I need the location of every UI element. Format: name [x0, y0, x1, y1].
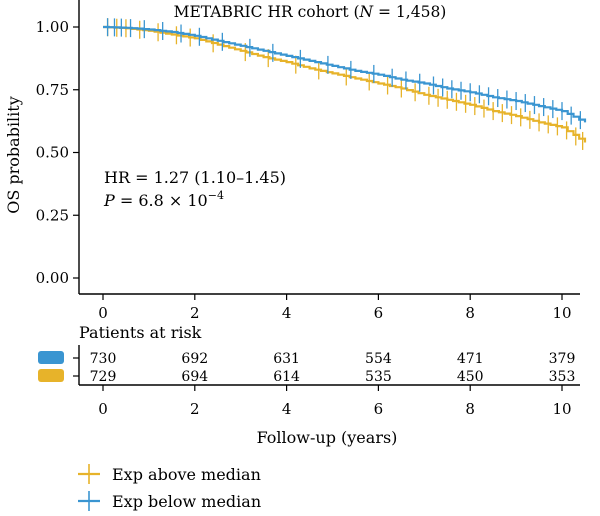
plot-layer: 0.00 0.25 0.50 0.75 1.00 0 2 4 6 8 10 [36, 0, 587, 322]
risk-count: 729 [90, 369, 117, 385]
chart-title: METABRIC HR cohort (N = 1,458) [174, 3, 447, 21]
risk-table: 730 692 631 554 471 379 729 694 614 535 450 353 0 2 4 6… [38, 345, 580, 418]
risk-count: 450 [457, 369, 484, 385]
km-curve-below [103, 25, 587, 123]
x-axis-label: Follow-up (years) [257, 428, 398, 447]
risk-count: 694 [181, 369, 208, 385]
risk-count: 353 [549, 369, 576, 385]
risk-row-swatch [38, 351, 64, 364]
risk-count: 692 [181, 351, 208, 367]
y-tick-label: 0.00 [36, 269, 69, 287]
legend-label: Exp below median [112, 492, 261, 511]
x-tick-label: 6 [374, 304, 384, 322]
risk-count: 379 [549, 351, 576, 367]
risk-count: 471 [457, 351, 484, 367]
risk-count: 631 [273, 351, 300, 367]
x-tick-label: 2 [190, 304, 200, 322]
km-curve-above [103, 25, 587, 143]
x-tick-label: 0 [98, 304, 108, 322]
risk-row-swatch [38, 369, 64, 382]
legend-label: Exp above median [112, 465, 261, 484]
hr-annotation: HR = 1.27 (1.10–1.45) [104, 168, 286, 187]
risk-x-tick-label: 4 [282, 400, 292, 418]
x-tick-label: 8 [465, 304, 475, 322]
y-tick-label: 1.00 [36, 18, 69, 36]
risk-count: 535 [365, 369, 392, 385]
risk-x-tick-label: 8 [465, 400, 475, 418]
legend: Exp above median Exp below median [78, 464, 261, 511]
risk-x-tick-label: 2 [190, 400, 200, 418]
x-tick-label: 4 [282, 304, 292, 322]
y-tick-label: 0.50 [36, 144, 69, 162]
risk-table-title: Patients at risk [79, 323, 202, 342]
risk-x-tick-label: 10 [552, 400, 571, 418]
p-value-annotation: P = 6.8 × 10−4 [103, 189, 224, 210]
risk-x-tick-label: 0 [98, 400, 108, 418]
risk-x-tick-label: 6 [374, 400, 384, 418]
y-tick-label: 0.25 [36, 206, 69, 224]
y-tick-label: 0.75 [36, 81, 69, 99]
y-axis-label: OS probability [4, 96, 23, 214]
risk-count: 614 [273, 369, 300, 385]
x-tick-label: 10 [552, 304, 571, 322]
risk-count: 554 [365, 351, 392, 367]
risk-count: 730 [90, 351, 117, 367]
